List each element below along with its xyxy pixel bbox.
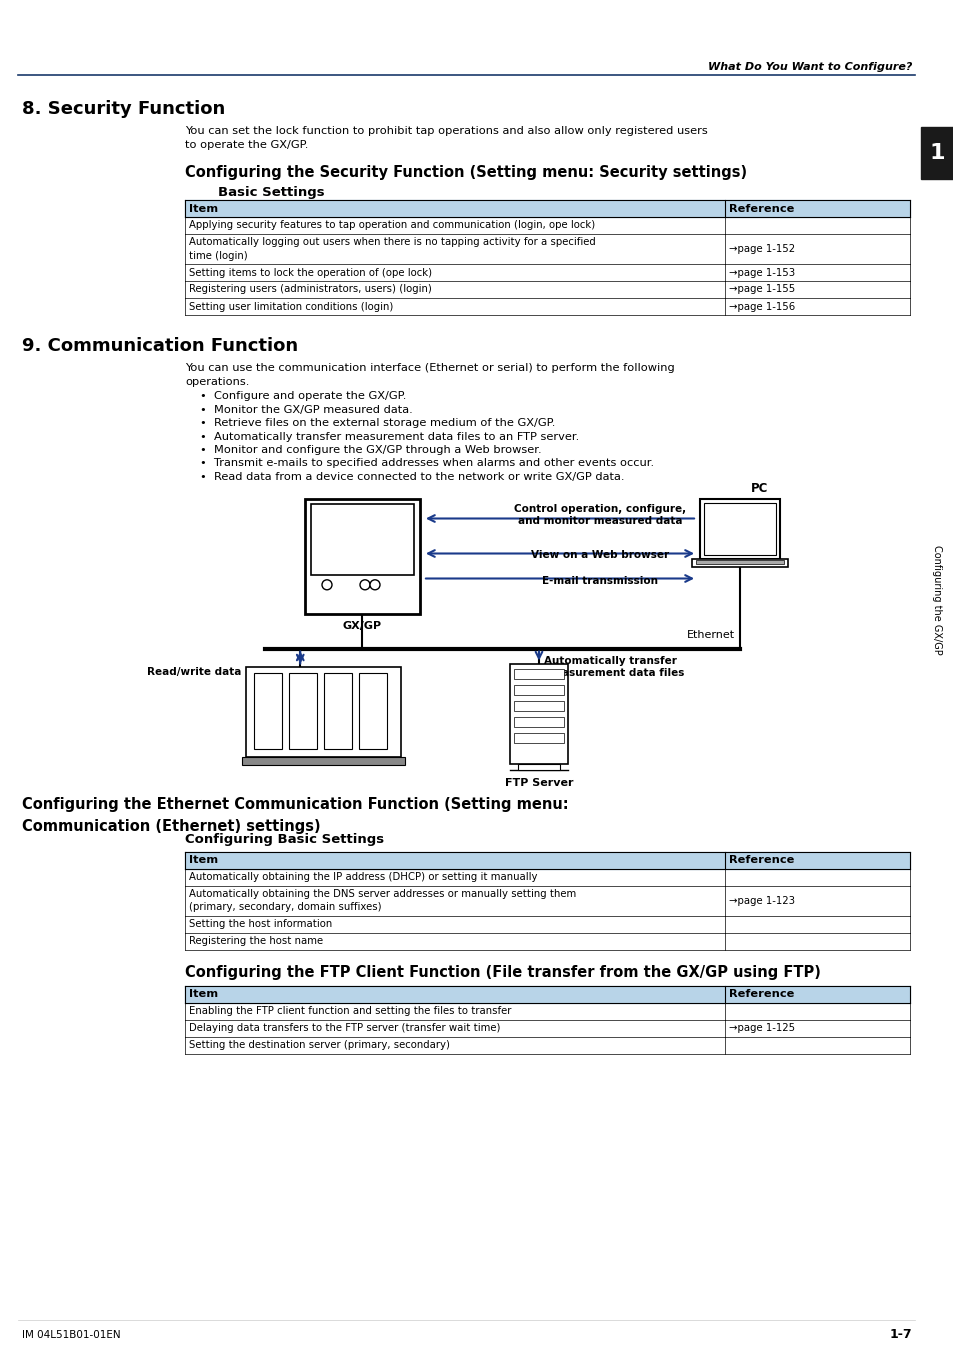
Text: •  Configure and operate the GX/GP.: • Configure and operate the GX/GP.: [200, 392, 406, 401]
Text: Configuring the FTP Client Function (File transfer from the GX/GP using FTP): Configuring the FTP Client Function (Fil…: [185, 965, 820, 980]
Text: •  Monitor the GX/GP measured data.: • Monitor the GX/GP measured data.: [200, 405, 413, 414]
Text: Basic Settings: Basic Settings: [218, 186, 324, 198]
Text: Automatically transfer: Automatically transfer: [543, 656, 677, 667]
Text: →page 1-156: →page 1-156: [728, 301, 795, 312]
Text: Registering users (administrators, users) (login): Registering users (administrators, users…: [189, 285, 432, 294]
Bar: [514, 668, 563, 679]
Text: Reference: Reference: [728, 990, 794, 999]
Bar: [185, 200, 909, 217]
Text: 1-7: 1-7: [888, 1328, 911, 1342]
Text: →page 1-153: →page 1-153: [728, 267, 794, 278]
Text: Registering the host name: Registering the host name: [189, 936, 323, 946]
Text: View on a Web browser: View on a Web browser: [531, 551, 668, 560]
Text: •  Monitor and configure the GX/GP through a Web browser.: • Monitor and configure the GX/GP throug…: [200, 446, 541, 455]
Text: Ethernet: Ethernet: [686, 630, 734, 640]
Bar: [700, 498, 780, 559]
Bar: [311, 504, 414, 575]
Bar: [305, 498, 419, 613]
Text: Item: Item: [189, 204, 218, 213]
Bar: [514, 701, 563, 710]
Bar: [185, 852, 909, 868]
Text: →page 1-155: →page 1-155: [728, 285, 795, 294]
Bar: [246, 667, 400, 756]
Text: Applying security features to tap operation and communication (login, ope lock): Applying security features to tap operat…: [189, 220, 595, 231]
Text: Automatically obtaining the IP address (DHCP) or setting it manually: Automatically obtaining the IP address (…: [189, 872, 537, 882]
Text: Reference: Reference: [728, 855, 794, 865]
Bar: [242, 756, 405, 764]
Text: Control operation, configure,: Control operation, configure,: [514, 505, 685, 514]
Text: →page 1-125: →page 1-125: [728, 1023, 794, 1033]
Text: FTP Server: FTP Server: [504, 778, 573, 787]
Bar: [514, 684, 563, 694]
Text: Item: Item: [189, 990, 218, 999]
Text: IM 04L51B01-01EN: IM 04L51B01-01EN: [22, 1330, 120, 1341]
Circle shape: [322, 579, 332, 590]
Text: Configuring the GX/GP: Configuring the GX/GP: [931, 545, 942, 655]
Text: and monitor measured data: and monitor measured data: [517, 516, 681, 525]
Bar: [324, 672, 352, 748]
Text: •  Read data from a device connected to the network or write GX/GP data.: • Read data from a device connected to t…: [200, 472, 624, 482]
Bar: [514, 733, 563, 743]
Text: GX/GP: GX/GP: [342, 621, 381, 632]
Text: Read/write data: Read/write data: [147, 667, 241, 676]
Text: 8. Security Function: 8. Security Function: [22, 100, 225, 117]
Text: E-mail transmission: E-mail transmission: [541, 575, 658, 586]
Bar: [703, 502, 775, 555]
Text: 1: 1: [929, 143, 944, 163]
Text: •  Automatically transfer measurement data files to an FTP server.: • Automatically transfer measurement dat…: [200, 432, 578, 441]
Text: •  Transmit e-mails to specified addresses when alarms and other events occur.: • Transmit e-mails to specified addresse…: [200, 459, 654, 468]
Text: Enabling the FTP client function and setting the files to transfer: Enabling the FTP client function and set…: [189, 1006, 511, 1017]
Text: →page 1-152: →page 1-152: [728, 244, 794, 254]
Bar: [253, 672, 282, 748]
Text: Setting the destination server (primary, secondary): Setting the destination server (primary,…: [189, 1040, 450, 1050]
Text: 9. Communication Function: 9. Communication Function: [22, 338, 297, 355]
Text: Setting items to lock the operation of (ope lock): Setting items to lock the operation of (…: [189, 267, 432, 278]
Text: Delaying data transfers to the FTP server (transfer wait time): Delaying data transfers to the FTP serve…: [189, 1023, 500, 1033]
Bar: [185, 986, 909, 1003]
Text: →page 1-123: →page 1-123: [728, 895, 794, 906]
Text: Automatically logging out users when there is no tapping activity for a specifie: Automatically logging out users when the…: [189, 238, 595, 261]
Bar: [514, 717, 563, 726]
Bar: [510, 663, 567, 764]
Text: Automatically obtaining the DNS server addresses or manually setting them
(prima: Automatically obtaining the DNS server a…: [189, 888, 576, 913]
Text: measurement data files: measurement data files: [543, 668, 683, 679]
Text: Setting user limitation conditions (login): Setting user limitation conditions (logi…: [189, 301, 393, 312]
Bar: [696, 559, 783, 563]
Text: You can set the lock function to prohibit tap operations and also allow only reg: You can set the lock function to prohibi…: [185, 126, 707, 150]
Text: Configuring Basic Settings: Configuring Basic Settings: [185, 833, 384, 846]
Text: •  Retrieve files on the external storage medium of the GX/GP.: • Retrieve files on the external storage…: [200, 418, 555, 428]
Text: You can use the communication interface (Ethernet or serial) to perform the foll: You can use the communication interface …: [185, 363, 674, 387]
Text: Item: Item: [189, 855, 218, 865]
Text: Reference: Reference: [728, 204, 794, 213]
Bar: [920, 127, 953, 180]
Bar: [691, 559, 787, 567]
Text: Configuring the Ethernet Communication Function (Setting menu:
Communication (Et: Configuring the Ethernet Communication F…: [22, 798, 568, 833]
Text: PC: PC: [751, 482, 768, 494]
Circle shape: [359, 579, 370, 590]
Bar: [517, 764, 559, 769]
Text: What Do You Want to Configure?: What Do You Want to Configure?: [707, 62, 911, 72]
Text: Setting the host information: Setting the host information: [189, 919, 332, 929]
Text: Configuring the Security Function (Setting menu: Security settings): Configuring the Security Function (Setti…: [185, 165, 746, 180]
Bar: [358, 672, 387, 748]
Bar: [289, 672, 316, 748]
Circle shape: [370, 579, 379, 590]
